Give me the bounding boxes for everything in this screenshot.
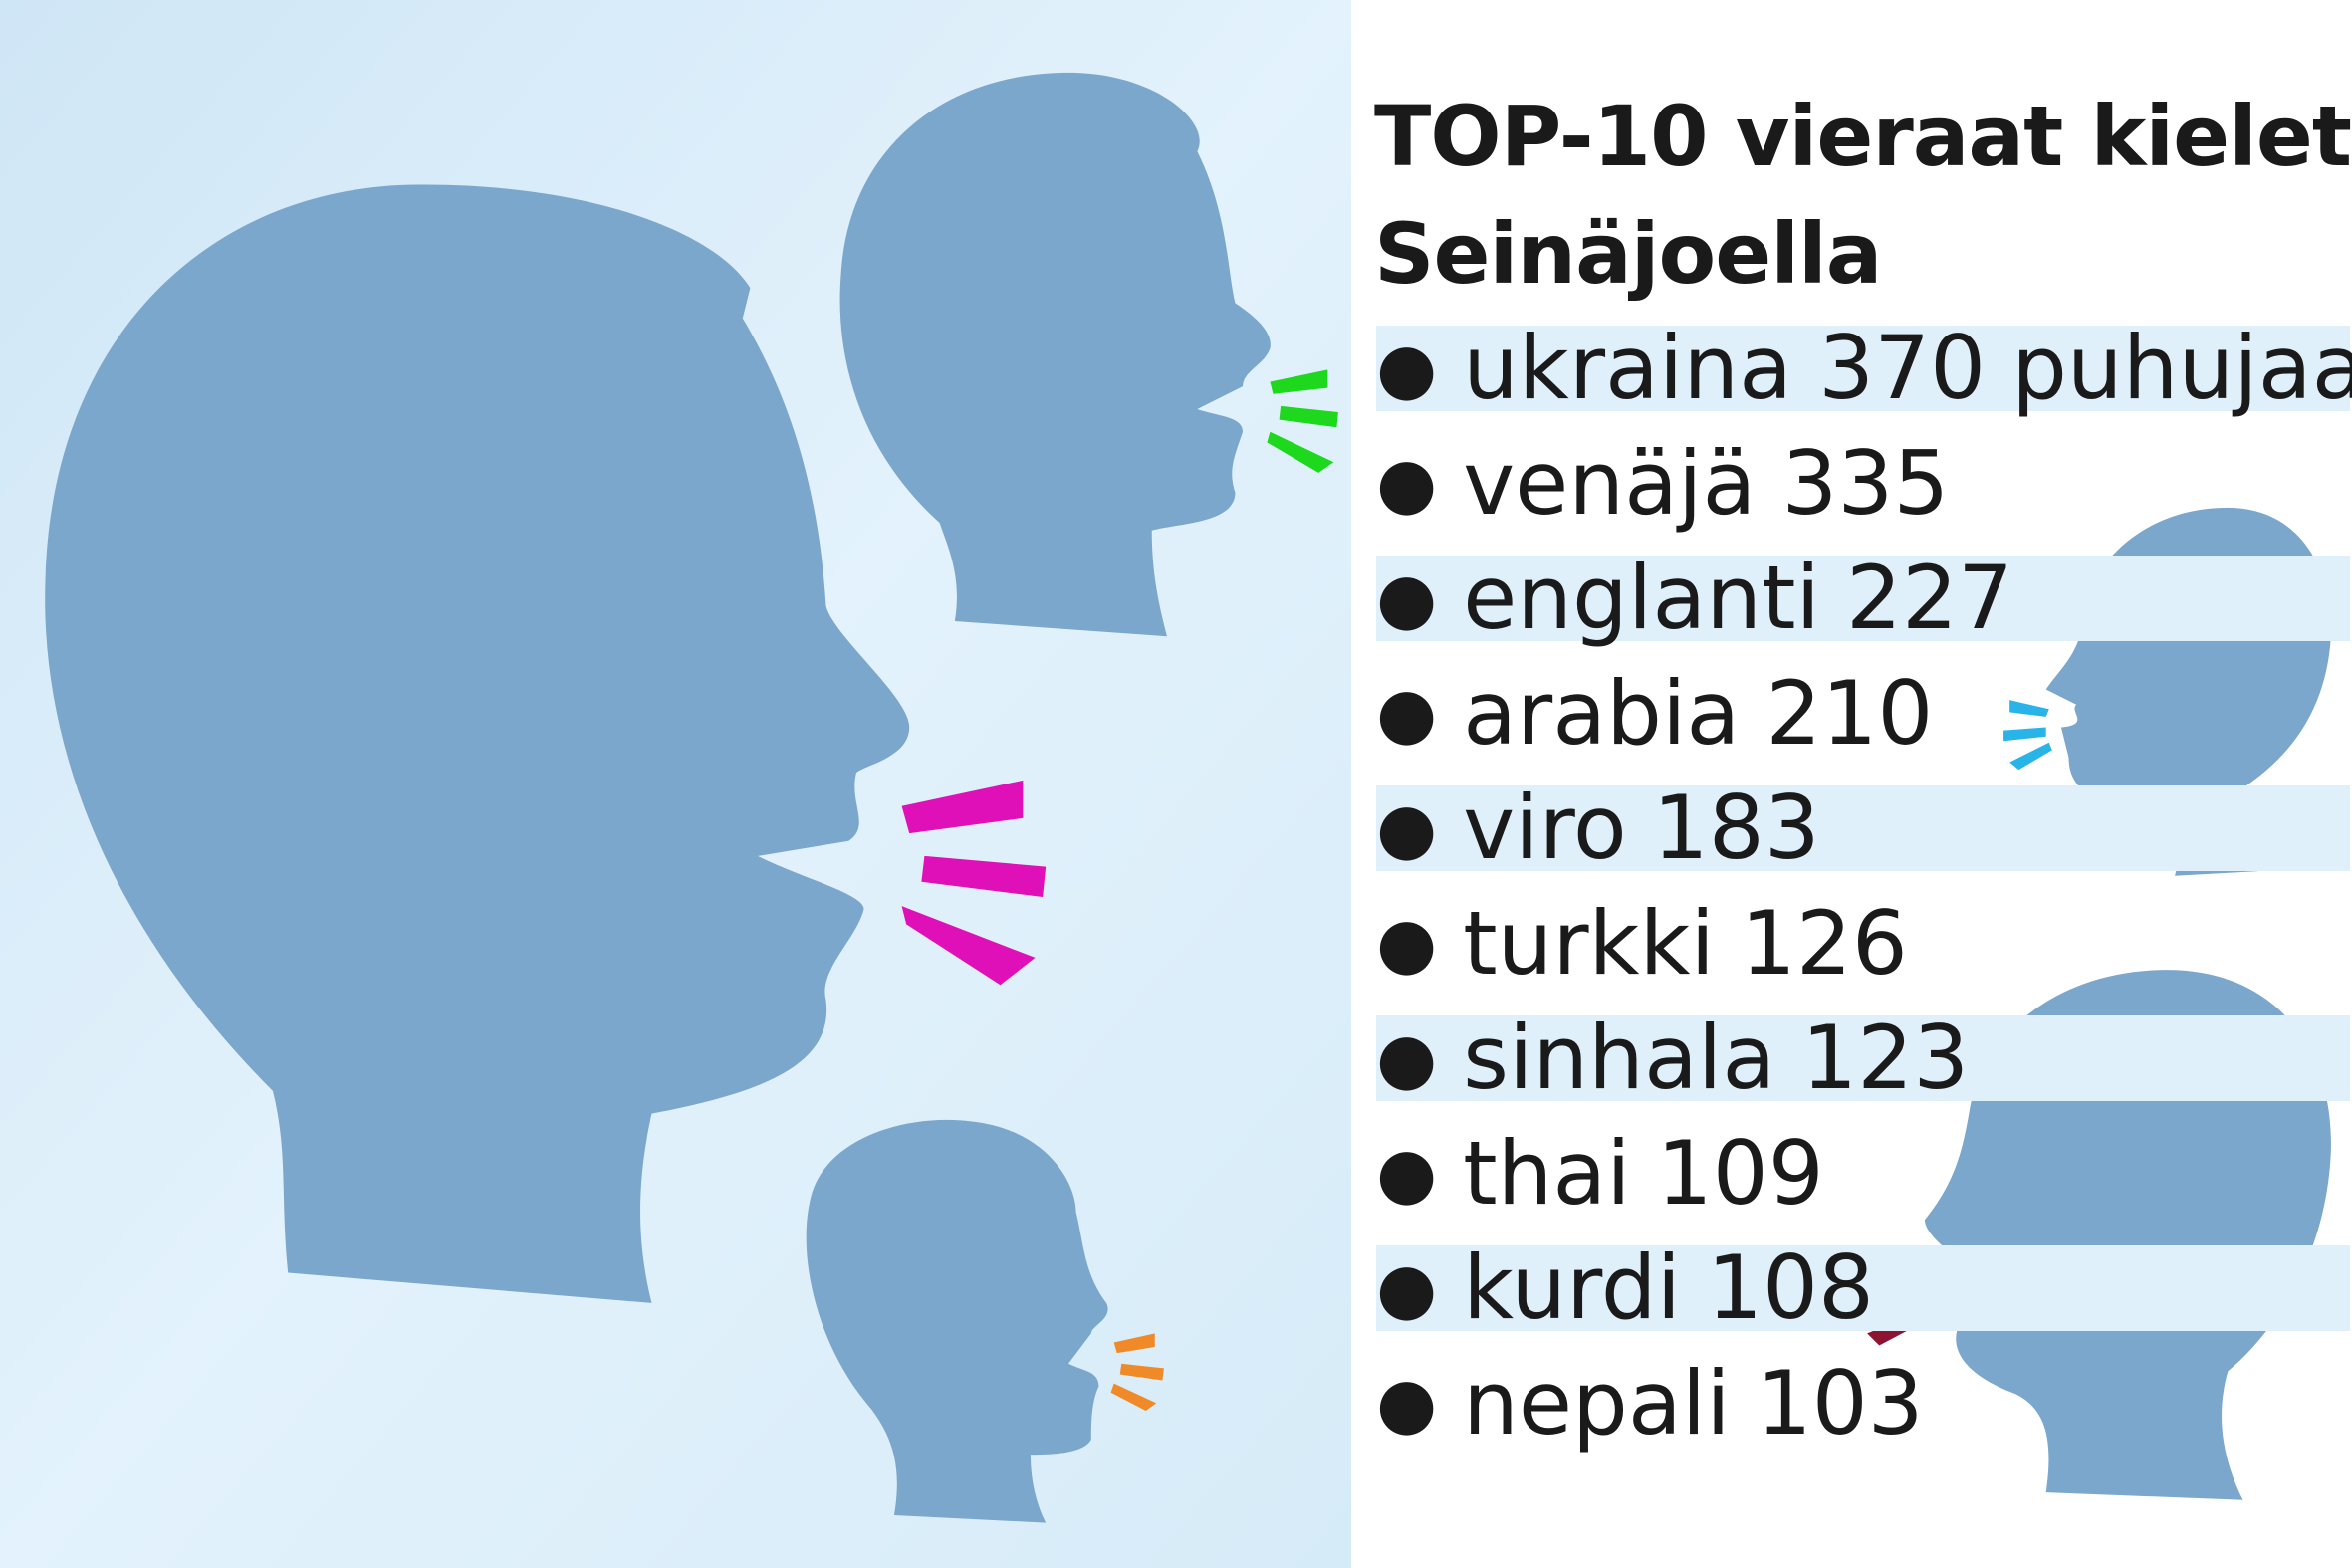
list-item: ● nepali 103	[1376, 1346, 2352, 1461]
speaker-count: 183	[1652, 777, 1820, 880]
language-name: arabia	[1463, 661, 1741, 765]
unit-label: puhujaa	[2011, 317, 2352, 420]
language-name: sinhala	[1463, 1007, 1776, 1110]
speaker-count: 109	[1656, 1121, 1824, 1225]
row-stripe	[1376, 326, 2350, 411]
speech-lines-orange-icon	[1110, 1333, 1164, 1411]
language-name: nepali	[1463, 1351, 1731, 1455]
list-item: ● turkki 126	[1376, 886, 2352, 1002]
list-item: ● arabia 210	[1376, 656, 2352, 772]
list-item: ● sinhala 123	[1376, 1001, 2352, 1116]
speaker-count: 126	[1740, 891, 1908, 995]
language-name: viro	[1463, 777, 1627, 880]
speaker-count: 227	[1845, 547, 2013, 650]
list-item: ● venäjä 335	[1376, 426, 2352, 542]
speaking-head-right-bottom-icon	[1924, 970, 2331, 1500]
list-item: ● englanti 227	[1376, 541, 2352, 656]
bullet-icon: ●	[1376, 442, 1438, 525]
language-name: ukraina	[1463, 317, 1793, 420]
bullet-icon: ●	[1376, 902, 1438, 985]
bullet-icon: ●	[1376, 557, 1438, 639]
bullet-icon: ●	[1376, 1246, 1438, 1329]
bullet-icon: ●	[1376, 672, 1438, 755]
bullet-icon: ●	[1376, 1016, 1438, 1099]
speaker-count: 103	[1756, 1351, 1924, 1455]
speaker-count: 123	[1801, 1007, 1970, 1110]
language-name: venäjä	[1463, 431, 1757, 535]
language-name: kurdi	[1463, 1236, 1682, 1340]
speech-lines-magenta-icon	[901, 780, 1047, 986]
speaking-head-large-icon	[45, 184, 910, 1303]
bullet-icon: ●	[1376, 1362, 1438, 1445]
speaker-count: 335	[1781, 431, 1950, 535]
language-name: englanti	[1463, 547, 1820, 650]
row-stripe	[1376, 1245, 2350, 1331]
list-item: ● ukraina 370 puhujaa	[1376, 311, 2352, 426]
bullet-icon: ●	[1376, 786, 1438, 869]
speaker-count: 210	[1765, 661, 1934, 765]
row-stripe	[1376, 556, 2350, 641]
list-item: ● thai 109	[1376, 1116, 2352, 1232]
list-item: ● viro 183	[1376, 771, 2352, 886]
title-line-1: TOP-10 vieraat kielet	[1374, 88, 2352, 185]
speech-lines-green-icon	[1267, 369, 1338, 473]
speaker-count: 108	[1707, 1236, 1875, 1340]
bullet-icon: ●	[1376, 327, 1438, 409]
page-title: TOP-10 vieraat kielet Seinäjoella	[1374, 78, 2352, 313]
bullet-icon: ●	[1376, 1132, 1438, 1215]
speech-lines-blue-icon	[2003, 700, 2052, 771]
language-name: turkki	[1463, 891, 1715, 995]
row-stripe	[1376, 785, 2350, 871]
speaker-count: 370	[1818, 317, 1987, 420]
language-list: ● ukraina 370 puhujaa ● venäjä 335 ● englanti 2…	[1376, 311, 2352, 1460]
list-item: ● kurdi 108	[1376, 1231, 2352, 1346]
row-stripe	[1376, 1015, 2350, 1101]
title-line-2: Seinäjoella	[1374, 205, 1883, 303]
speaking-head-top-icon	[839, 72, 1271, 637]
speaking-head-small-icon	[806, 1119, 1108, 1523]
language-name: thai	[1463, 1121, 1631, 1225]
